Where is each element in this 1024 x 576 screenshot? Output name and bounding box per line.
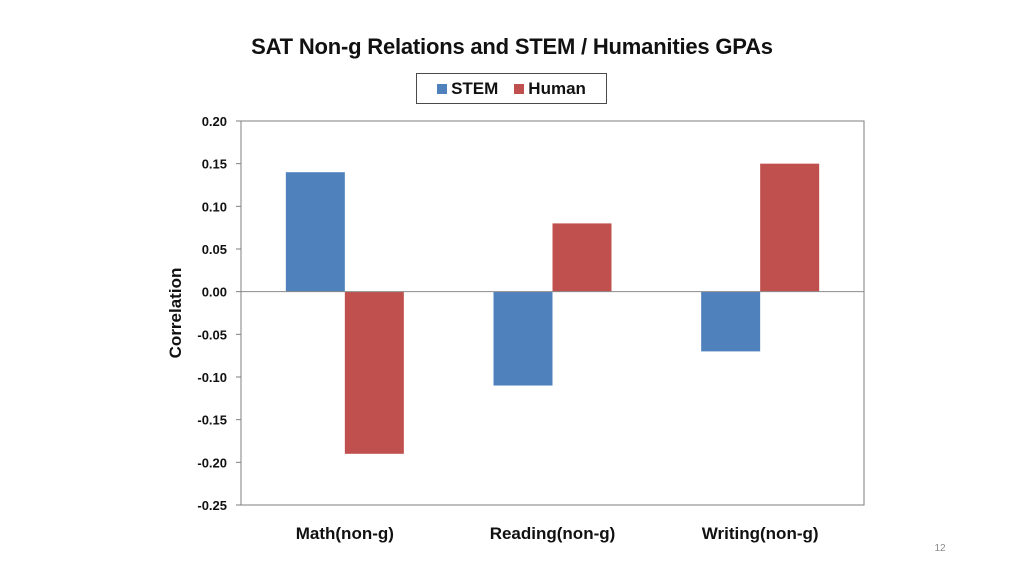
- page-number: 12: [934, 543, 946, 554]
- legend-item-stem: STEM: [437, 79, 498, 99]
- y-tick-label: -0.25: [197, 498, 227, 513]
- y-tick-label: 0.05: [202, 242, 227, 257]
- legend-swatch-human: [514, 83, 525, 94]
- y-tick-label: -0.05: [197, 327, 227, 342]
- chart-legend: STEM Human: [416, 73, 607, 104]
- y-tick-label: 0.10: [202, 199, 227, 214]
- bar-human-1: [344, 291, 404, 454]
- legend-item-human: Human: [514, 79, 586, 99]
- y-tick-label: -0.15: [197, 413, 227, 428]
- bar-human-3: [760, 163, 820, 292]
- bar-stem-3: [701, 291, 761, 352]
- y-axis-title: Correlation: [166, 268, 185, 359]
- bar-stem-1: [285, 172, 345, 292]
- y-tick-label: 0.00: [202, 285, 227, 300]
- plot-area-border: [240, 120, 865, 506]
- bar-stem-2: [493, 291, 553, 386]
- legend-label-human: Human: [528, 78, 586, 98]
- x-category-label: Math(non-g): [296, 524, 394, 543]
- x-category-label: Writing(non-g): [702, 524, 819, 543]
- legend-label-stem: STEM: [451, 78, 499, 98]
- y-tick-label: -0.10: [197, 370, 227, 385]
- chart-title: SAT Non-g Relations and STEM / Humanitie…: [251, 34, 773, 59]
- y-tick-label: 0.15: [202, 157, 227, 172]
- x-category-label: Reading(non-g): [490, 524, 616, 543]
- y-tick-label: 0.20: [202, 114, 227, 129]
- y-tick-label: -0.20: [197, 455, 227, 470]
- bar-human-2: [552, 223, 612, 292]
- legend-swatch-stem: [437, 83, 448, 94]
